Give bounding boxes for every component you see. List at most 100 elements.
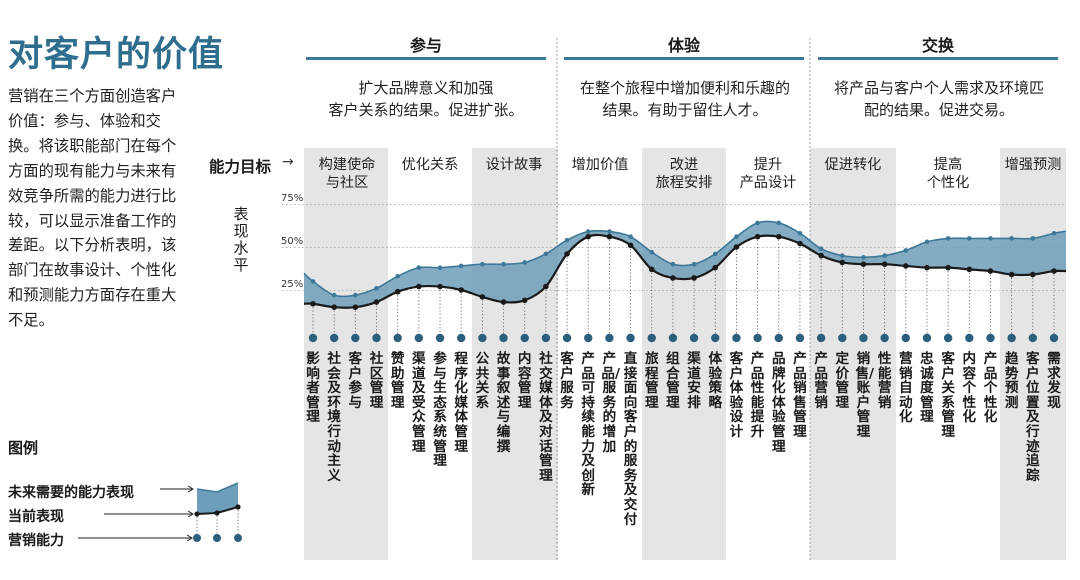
capability-label: 产品/服务的增加 xyxy=(601,351,620,455)
capability-label: 渠道及受众管理 xyxy=(412,351,426,455)
current-point xyxy=(1051,268,1057,274)
current-point xyxy=(691,275,697,281)
capability-dot xyxy=(605,333,614,343)
current-point xyxy=(966,266,973,273)
pillar-rule-exchange xyxy=(818,57,1058,60)
capability-label: 性能营销 xyxy=(877,351,892,411)
goal-column-shade xyxy=(1000,148,1066,560)
pillar-desc-line: 将产品与客户个人需求及环境匹 xyxy=(833,79,1044,97)
future-point xyxy=(755,220,760,226)
future-point xyxy=(967,236,972,241)
goal-add-value: 增加价值 xyxy=(558,156,642,174)
capability-label: 品牌化体验管理 xyxy=(771,351,786,455)
current-point xyxy=(924,264,930,271)
legend-arrow-head xyxy=(186,534,193,542)
current-point xyxy=(1008,271,1015,278)
capability-dot xyxy=(329,333,339,343)
goal-column-shade xyxy=(304,148,388,560)
pillar-rule-experience xyxy=(564,57,804,60)
current-point xyxy=(543,283,549,290)
goal-line: 提高 xyxy=(933,157,963,173)
goal-line: 优化关系 xyxy=(401,157,459,173)
goal-prediction: 增强预测 xyxy=(1000,156,1066,174)
goal-column-shade xyxy=(810,148,896,560)
goal-line: 改进 xyxy=(669,157,699,173)
capability-dot xyxy=(859,333,868,343)
capability-dot xyxy=(965,333,974,343)
current-point xyxy=(500,299,507,305)
capability-dot xyxy=(986,333,995,343)
current-point xyxy=(585,233,592,240)
capability-dot xyxy=(351,333,360,343)
pillar-desc-experience: 在整个旅程中增加便利和乐趣的 结果。有助于留住人才。 xyxy=(560,77,810,121)
current-point xyxy=(670,275,676,281)
future-point xyxy=(564,237,570,243)
capability-dot xyxy=(795,333,805,343)
capability-dot xyxy=(372,333,381,343)
capability-label: 客户关系管理 xyxy=(941,351,955,440)
capability-dot xyxy=(499,333,508,343)
goal-line: 增强预测 xyxy=(1004,157,1062,173)
future-point xyxy=(585,229,591,234)
page-title: 对客户的价值 xyxy=(8,35,225,75)
future-point xyxy=(903,248,909,253)
capability-dot xyxy=(457,333,466,343)
y-tick-75: 75% xyxy=(281,193,304,204)
capability-label: 忠诚度管理 xyxy=(920,351,934,426)
capability-dot xyxy=(584,333,593,343)
goal-line: 设计故事 xyxy=(485,157,543,173)
capability-dot xyxy=(732,333,741,343)
future-point xyxy=(861,255,866,260)
legend-arrow-head xyxy=(187,510,194,518)
current-point xyxy=(712,264,719,271)
capability-label: 客户位置及行迹追踪 xyxy=(1026,351,1040,484)
current-point xyxy=(458,287,465,293)
capability-label: 产品性能提升 xyxy=(750,351,765,440)
y-tick-25: 25% xyxy=(281,279,304,290)
capability-label: 组合管理 xyxy=(666,351,680,411)
capability-label: 公共关系 xyxy=(475,351,490,411)
capability-dot xyxy=(816,333,826,343)
future-point xyxy=(882,253,887,258)
goal-row-label: 能力目标 xyxy=(209,158,272,176)
current-point xyxy=(733,244,740,250)
future-point xyxy=(374,285,379,291)
capability-label: 影响者管理 xyxy=(306,351,320,426)
pillar-desc-exchange: 将产品与客户个人需求及环境匹 配的结果。促进交易。 xyxy=(814,77,1064,121)
pillar-experience: 体验 xyxy=(667,36,700,55)
legend-current: 当前表现 xyxy=(8,509,64,525)
capability-dot xyxy=(880,333,889,343)
current-point xyxy=(606,233,613,240)
gap-band xyxy=(304,221,1066,308)
legend-current-point xyxy=(214,510,220,516)
capability-label: 内容管理 xyxy=(517,351,532,411)
goal-line: 个性化 xyxy=(926,175,970,191)
capability-label: 社会及环境行动主义 xyxy=(327,351,341,484)
future-point xyxy=(839,253,845,258)
future-point xyxy=(670,261,676,267)
performance-axis-label: 表现水平 xyxy=(233,205,249,274)
capability-label: 客户体验设计 xyxy=(729,351,744,440)
current-point xyxy=(627,242,634,249)
goal-line: 旅程安排 xyxy=(655,175,713,191)
capability-dot xyxy=(689,333,699,343)
capability-dot xyxy=(520,333,529,343)
legend-dot xyxy=(193,534,201,542)
capability-label: 旅程管理 xyxy=(644,351,659,411)
goal-line: 产品设计 xyxy=(739,175,797,191)
pillar-engagement: 参与 xyxy=(409,36,442,55)
capability-dot xyxy=(308,333,318,343)
current-point xyxy=(521,297,528,304)
current-point xyxy=(903,263,909,269)
pillar-desc-line: 客户关系的结果。促进扩张。 xyxy=(328,101,524,119)
future-point xyxy=(501,261,506,267)
goal-line: 构建使命 xyxy=(318,157,376,173)
future-point xyxy=(945,236,951,241)
current-point xyxy=(754,233,761,240)
pillar-desc-line: 结果。有助于留住人才。 xyxy=(602,101,768,119)
current-point xyxy=(479,294,486,300)
legend-current-point xyxy=(194,511,200,517)
capability-label: 需求发现 xyxy=(1047,351,1061,411)
capability-label: 赞助管理 xyxy=(390,351,405,411)
